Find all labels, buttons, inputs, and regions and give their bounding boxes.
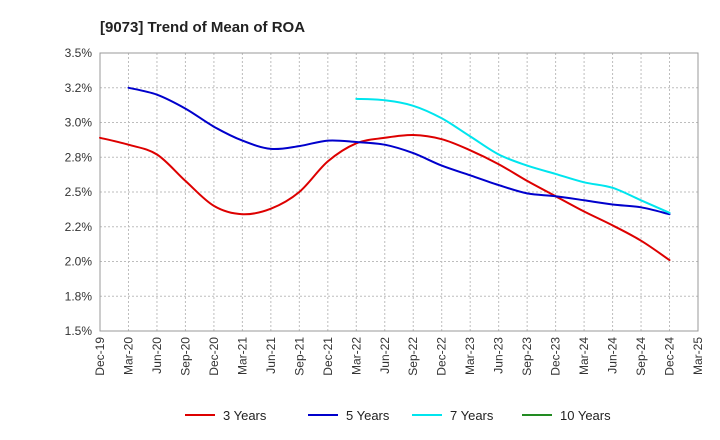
x-tick-label: Jun-23: [492, 337, 506, 374]
series-line-3-years: [99, 133, 671, 262]
chart-title: [9073] Trend of Mean of ROA: [100, 19, 305, 36]
x-tick-label: Dec-20: [207, 337, 221, 376]
x-tick-label: Jun-24: [606, 337, 620, 374]
series-line-7-years: [355, 97, 671, 214]
y-tick-label: 1.5%: [65, 324, 93, 338]
x-tick-label: Sep-20: [178, 337, 192, 376]
series-line-5-years: [127, 86, 671, 216]
legend-label-3-years: 3 Years: [223, 408, 267, 423]
x-tick-label: Dec-22: [435, 337, 449, 376]
x-tick-label: Sep-23: [520, 337, 534, 376]
x-tick-label: Mar-22: [349, 337, 363, 375]
x-tick-label: Jun-22: [378, 337, 392, 374]
y-tick-label: 2.0%: [65, 255, 93, 269]
legend: 3 Years 5 Years 7 Years 10 Years: [185, 408, 611, 423]
x-tick-label: Mar-25: [691, 337, 705, 375]
y-tick-label: 2.2%: [65, 220, 93, 234]
y-tick-label: 3.2%: [65, 81, 93, 95]
x-tick-label: Sep-21: [292, 337, 306, 376]
x-tick-label: Jun-21: [264, 337, 278, 374]
x-tick-label: Sep-24: [634, 337, 648, 376]
grid: [99, 52, 699, 332]
series-lines: [99, 86, 671, 262]
x-tick-label: Mar-21: [235, 337, 249, 375]
x-tick-label: Mar-24: [577, 337, 591, 375]
x-tick-label: Mar-23: [463, 337, 477, 375]
plot-area: [99, 52, 699, 332]
y-tick-label: 1.8%: [65, 289, 93, 303]
y-tick-label: 2.5%: [65, 185, 93, 199]
x-axis: Dec-19 Mar-20 Jun-20 Sep-20 Dec-20 Mar-21 Jun-…: [93, 337, 705, 376]
x-tick-label: Dec-23: [549, 337, 563, 376]
x-tick-label: Dec-21: [321, 337, 335, 376]
x-tick-label: Mar-20: [121, 337, 135, 375]
legend-label-5-years: 5 Years: [346, 408, 390, 423]
x-tick-label: Dec-24: [663, 337, 677, 376]
legend-label-10-years: 10 Years: [560, 408, 611, 423]
legend-label-7-years: 7 Years: [450, 408, 494, 423]
y-tick-label: 2.8%: [65, 150, 93, 164]
y-axis: 3.5% 3.2% 3.0% 2.8% 2.5% 2.2% 2.0% 1.8% 1.5%: [65, 46, 93, 338]
x-tick-label: Sep-22: [406, 337, 420, 376]
y-tick-label: 3.5%: [65, 46, 93, 60]
y-tick-label: 3.0%: [65, 116, 93, 130]
x-tick-label: Jun-20: [150, 337, 164, 374]
x-tick-label: Dec-19: [93, 337, 107, 376]
